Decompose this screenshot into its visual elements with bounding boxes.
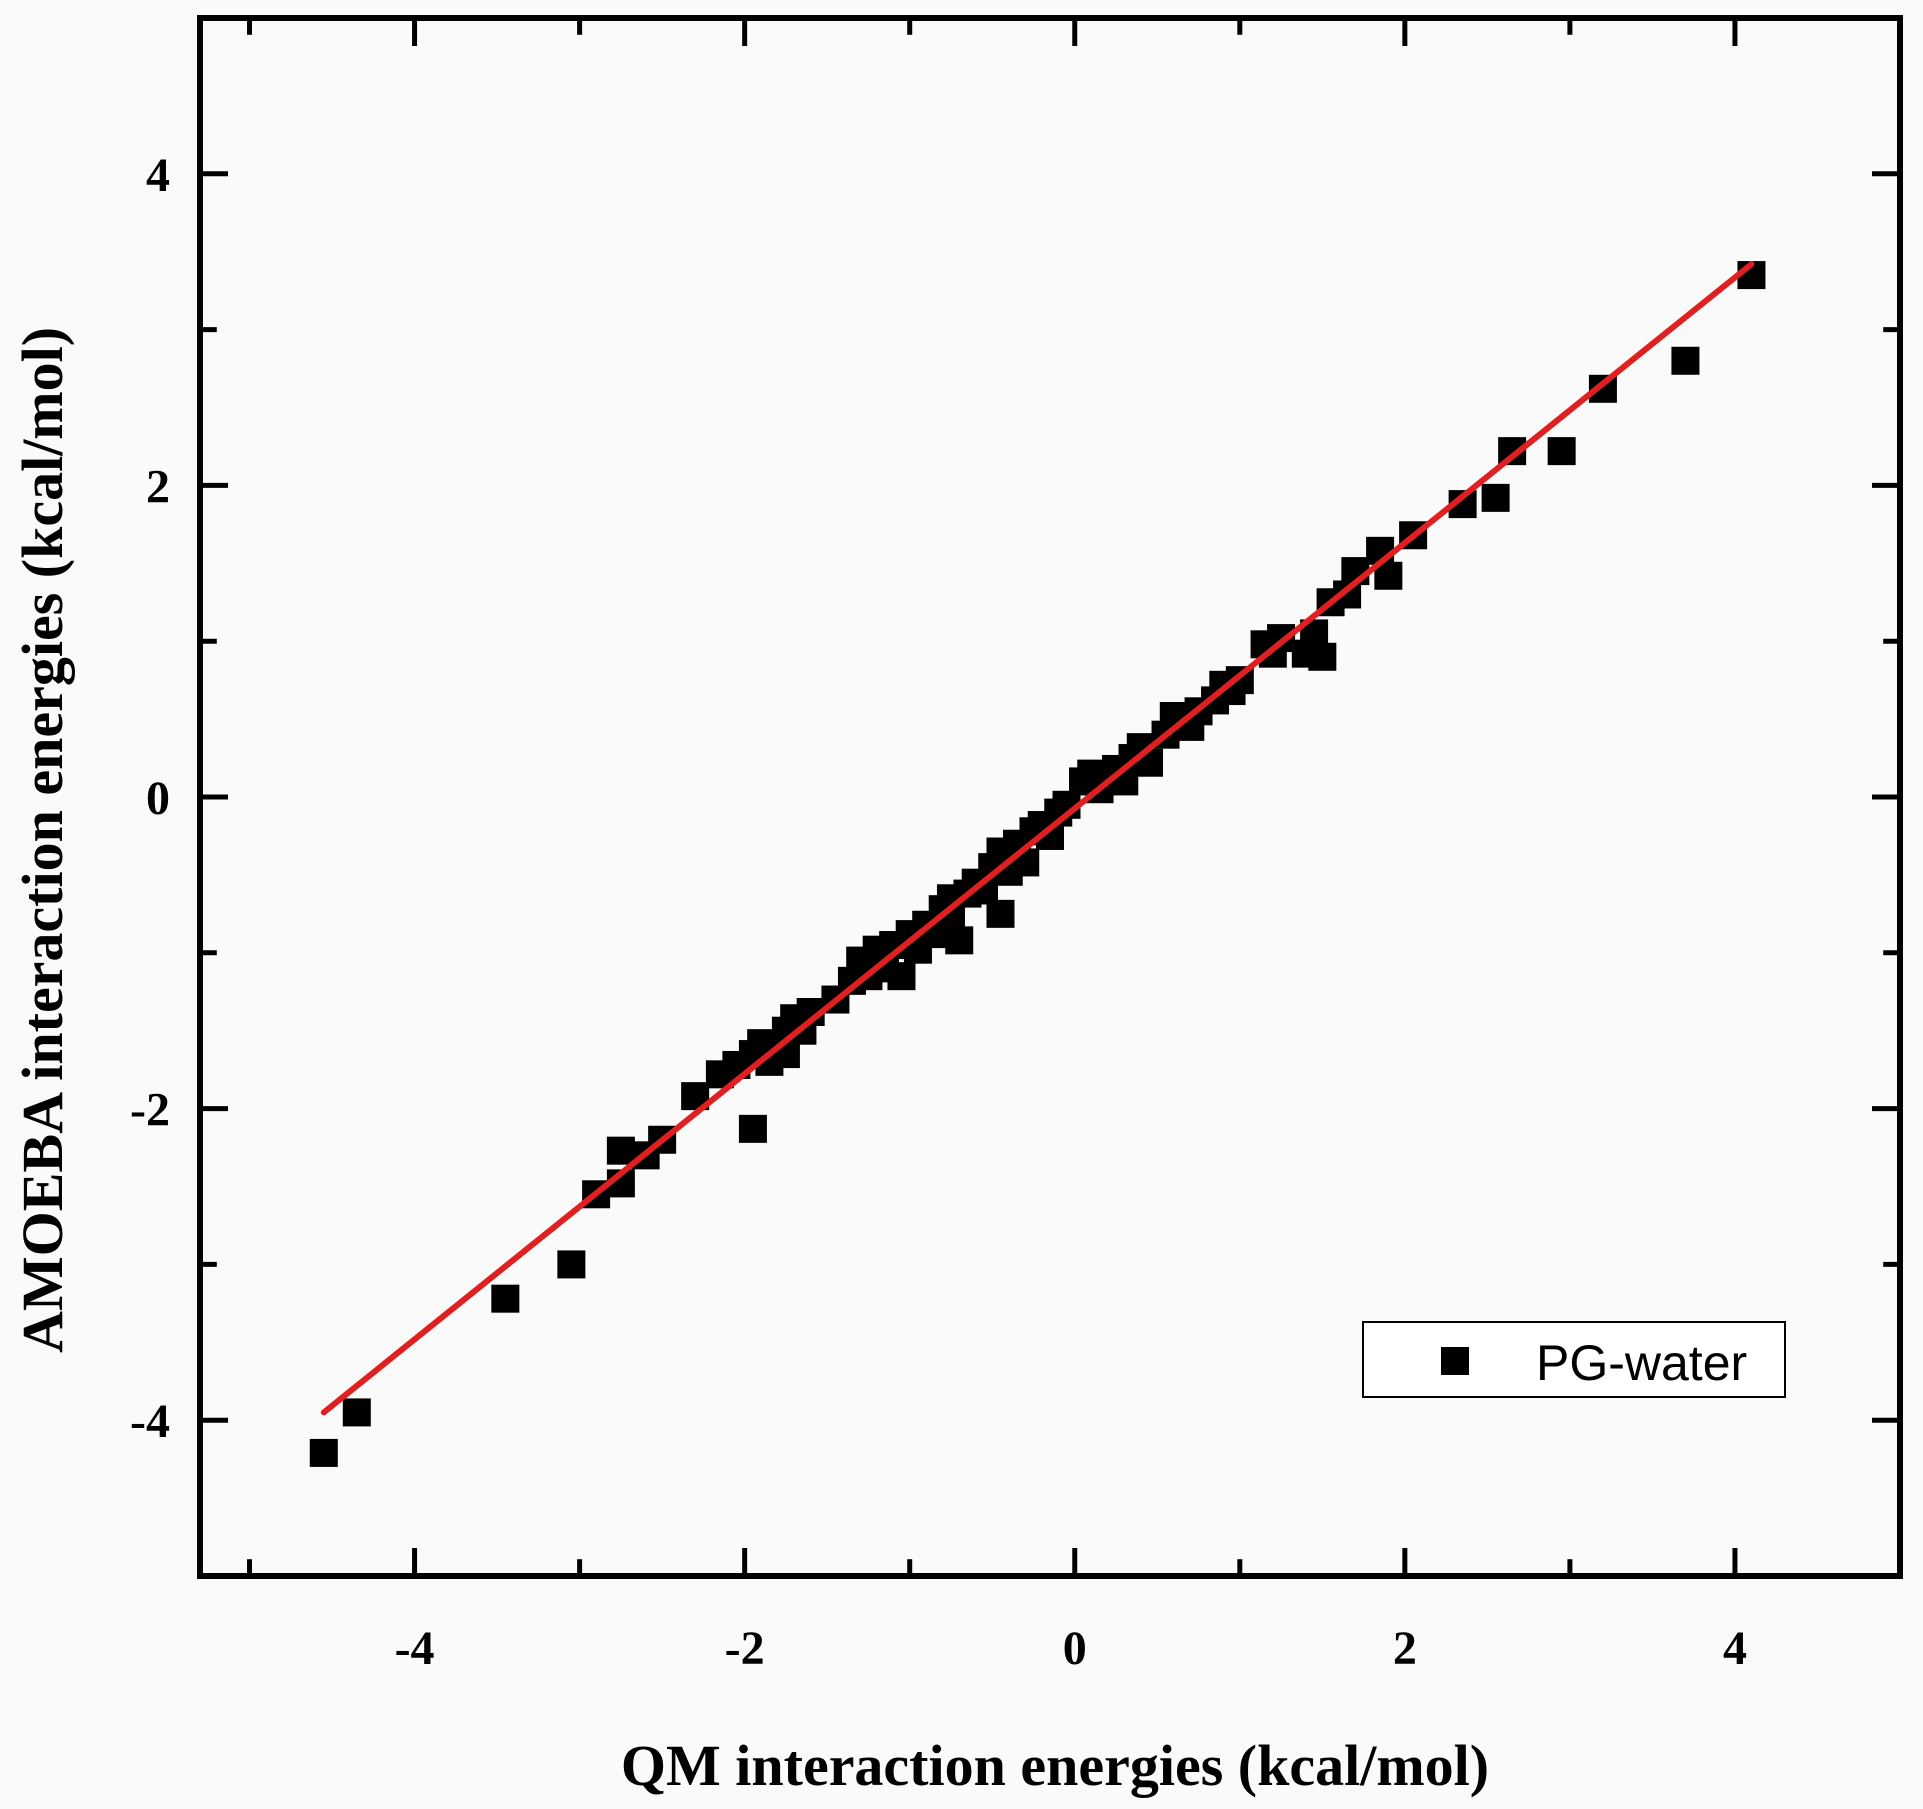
legend-marker: [1441, 1347, 1469, 1375]
data-point: [738, 1114, 767, 1143]
y-tick-label: 4: [146, 149, 170, 202]
data-point: [1308, 642, 1337, 671]
y-tick-label: -4: [130, 1395, 170, 1448]
legend-box: [1362, 1321, 1786, 1398]
data-point: [342, 1398, 371, 1427]
x-axis-title: QM interaction energies (kcal/mol): [621, 1733, 1489, 1798]
y-tick-label: -2: [130, 1084, 170, 1137]
y-tick-label: 0: [146, 772, 170, 825]
x-tick-label: -4: [395, 1622, 435, 1675]
x-tick-label: -2: [725, 1622, 765, 1675]
x-tick-label: 2: [1393, 1622, 1417, 1675]
x-tick-label: 4: [1723, 1622, 1747, 1675]
data-point: [887, 962, 916, 991]
plot-frame: [197, 15, 1903, 1579]
data-point: [1481, 483, 1510, 512]
data-point: [557, 1250, 586, 1279]
x-tick-label: 0: [1063, 1622, 1087, 1675]
data-point: [1671, 346, 1700, 375]
data-point: [309, 1438, 338, 1467]
regression-line: [320, 261, 1755, 1416]
legend-label: PG-water: [1536, 1335, 1747, 1391]
data-point: [606, 1136, 635, 1165]
data-point: [986, 899, 1015, 928]
data-point: [1547, 437, 1576, 466]
axis-tick-labels: -4 -2 0 2 4 -4 -2 0 2 4: [130, 149, 1747, 1675]
y-tick-label: 2: [146, 460, 170, 513]
legend: PG-water: [1362, 1321, 1786, 1398]
data-point: [945, 926, 974, 955]
data-point: [491, 1284, 520, 1313]
y-axis-title: AMOEBA interaction energies (kcal/mol): [10, 327, 75, 1353]
